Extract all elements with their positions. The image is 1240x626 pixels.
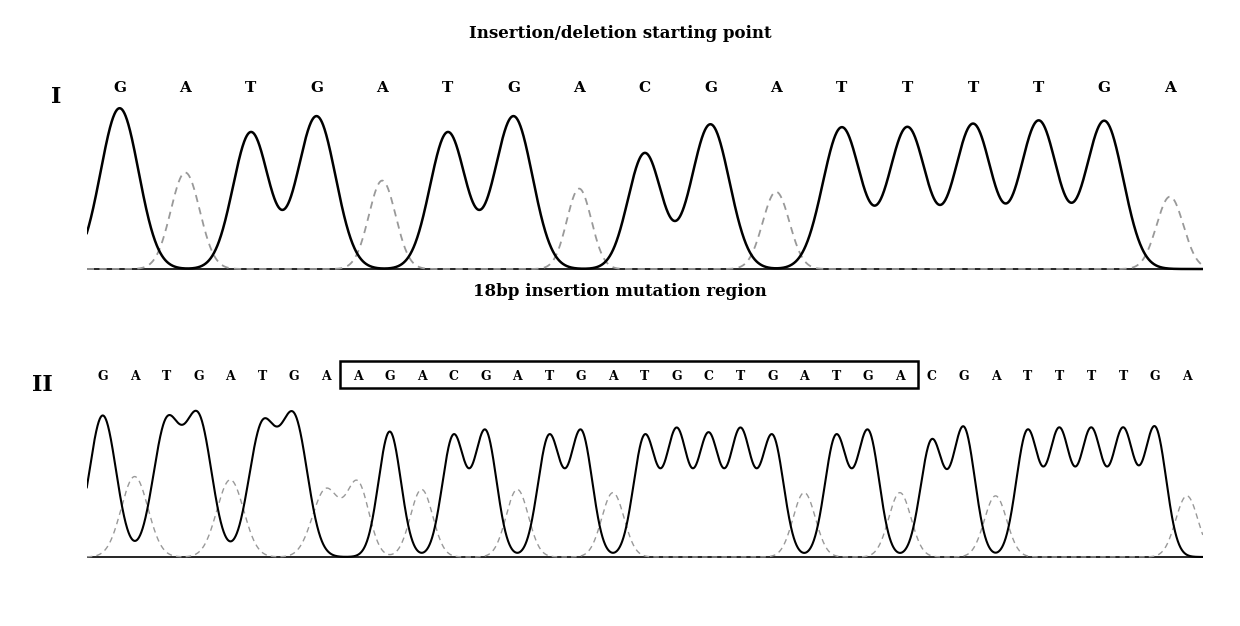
Text: A: A bbox=[376, 81, 388, 95]
Text: G: G bbox=[289, 371, 299, 383]
Text: G: G bbox=[959, 371, 968, 383]
Text: A: A bbox=[180, 81, 191, 95]
Text: T: T bbox=[1023, 371, 1032, 383]
Text: A: A bbox=[353, 371, 363, 383]
Text: G: G bbox=[193, 371, 203, 383]
Text: Insertion/deletion starting point: Insertion/deletion starting point bbox=[469, 25, 771, 42]
Text: G: G bbox=[863, 371, 873, 383]
Text: G: G bbox=[671, 371, 682, 383]
Text: G: G bbox=[480, 371, 491, 383]
Text: T: T bbox=[1086, 371, 1096, 383]
Text: T: T bbox=[735, 371, 745, 383]
Text: A: A bbox=[800, 371, 810, 383]
Text: C: C bbox=[639, 81, 651, 95]
Text: A: A bbox=[608, 371, 618, 383]
Text: T: T bbox=[1118, 371, 1127, 383]
Text: C: C bbox=[449, 371, 459, 383]
Text: G: G bbox=[507, 81, 520, 95]
Text: T: T bbox=[162, 371, 171, 383]
Text: G: G bbox=[310, 81, 324, 95]
Text: T: T bbox=[640, 371, 650, 383]
Text: G: G bbox=[1097, 81, 1111, 95]
Text: C: C bbox=[926, 371, 936, 383]
Text: T: T bbox=[246, 81, 257, 95]
Text: A: A bbox=[770, 81, 782, 95]
Text: G: G bbox=[704, 81, 717, 95]
Text: I: I bbox=[51, 86, 61, 108]
Text: T: T bbox=[258, 371, 267, 383]
Text: G: G bbox=[98, 371, 108, 383]
Text: G: G bbox=[384, 371, 396, 383]
Text: A: A bbox=[512, 371, 522, 383]
Text: 18bp insertion mutation region: 18bp insertion mutation region bbox=[474, 284, 766, 300]
Text: A: A bbox=[417, 371, 427, 383]
Text: G: G bbox=[113, 81, 126, 95]
Text: A: A bbox=[226, 371, 236, 383]
Text: II: II bbox=[32, 374, 52, 396]
Text: T: T bbox=[544, 371, 554, 383]
Text: T: T bbox=[832, 371, 841, 383]
Bar bbox=[340, 361, 918, 388]
Text: A: A bbox=[1164, 81, 1176, 95]
Text: T: T bbox=[1033, 81, 1044, 95]
Text: G: G bbox=[575, 371, 587, 383]
Text: T: T bbox=[901, 81, 913, 95]
Text: A: A bbox=[895, 371, 905, 383]
Text: T: T bbox=[836, 81, 847, 95]
Text: A: A bbox=[321, 371, 331, 383]
Text: T: T bbox=[443, 81, 454, 95]
Text: A: A bbox=[1182, 371, 1192, 383]
Text: C: C bbox=[703, 371, 713, 383]
Text: T: T bbox=[1055, 371, 1064, 383]
Text: A: A bbox=[573, 81, 585, 95]
Text: G: G bbox=[1149, 371, 1161, 383]
Text: A: A bbox=[130, 371, 140, 383]
Text: T: T bbox=[967, 81, 978, 95]
Text: A: A bbox=[991, 371, 1001, 383]
Text: G: G bbox=[768, 371, 777, 383]
